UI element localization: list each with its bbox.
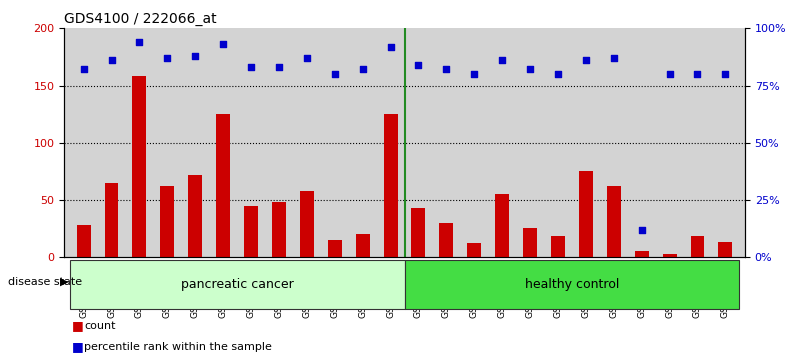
Point (356, 67, 369, 72)
Bar (132, 76, 147, 257)
Bar (160, 186, 175, 257)
Bar (384, 114, 397, 257)
Bar (607, 186, 621, 257)
Bar (690, 236, 704, 257)
Bar (300, 191, 314, 257)
Point (496, 57, 509, 63)
Text: ■: ■ (72, 341, 84, 353)
Point (300, 55, 313, 61)
Bar (77, 225, 91, 257)
Point (663, 71, 676, 77)
Point (217, 41, 230, 47)
Point (189, 53, 202, 59)
Bar (105, 183, 119, 257)
Point (384, 44, 397, 50)
Point (579, 57, 592, 63)
Bar (188, 175, 202, 257)
Point (412, 62, 425, 68)
Bar (272, 202, 286, 257)
Text: ▶: ▶ (60, 276, 69, 287)
Bar (244, 206, 258, 257)
Point (468, 71, 481, 77)
Text: GDS4100 / 222066_at: GDS4100 / 222066_at (64, 12, 217, 26)
Bar (662, 253, 677, 257)
Bar (495, 194, 509, 257)
Bar (551, 236, 565, 257)
Point (440, 67, 453, 72)
Point (244, 64, 257, 70)
Point (552, 71, 565, 77)
Point (105, 57, 118, 63)
Point (719, 71, 732, 77)
Bar (467, 243, 481, 257)
Point (691, 71, 704, 77)
Bar (405, 260, 739, 309)
Text: pancreatic cancer: pancreatic cancer (181, 278, 293, 291)
Bar (216, 114, 230, 257)
Bar (523, 228, 537, 257)
Point (607, 55, 620, 61)
Bar (412, 208, 425, 257)
Text: healthy control: healthy control (525, 278, 619, 291)
Point (133, 39, 146, 45)
Bar (634, 251, 649, 257)
Text: ■: ■ (72, 319, 84, 332)
Text: count: count (84, 321, 115, 331)
Bar (70, 260, 405, 309)
Point (635, 227, 648, 233)
Text: disease state: disease state (8, 276, 83, 287)
Text: percentile rank within the sample: percentile rank within the sample (84, 342, 272, 352)
Bar (440, 223, 453, 257)
Bar (356, 234, 369, 257)
Point (328, 71, 341, 77)
Point (77, 67, 90, 72)
Bar (718, 242, 732, 257)
Point (272, 64, 285, 70)
Point (524, 67, 537, 72)
Bar (328, 240, 342, 257)
Bar (579, 171, 593, 257)
Point (161, 55, 174, 61)
